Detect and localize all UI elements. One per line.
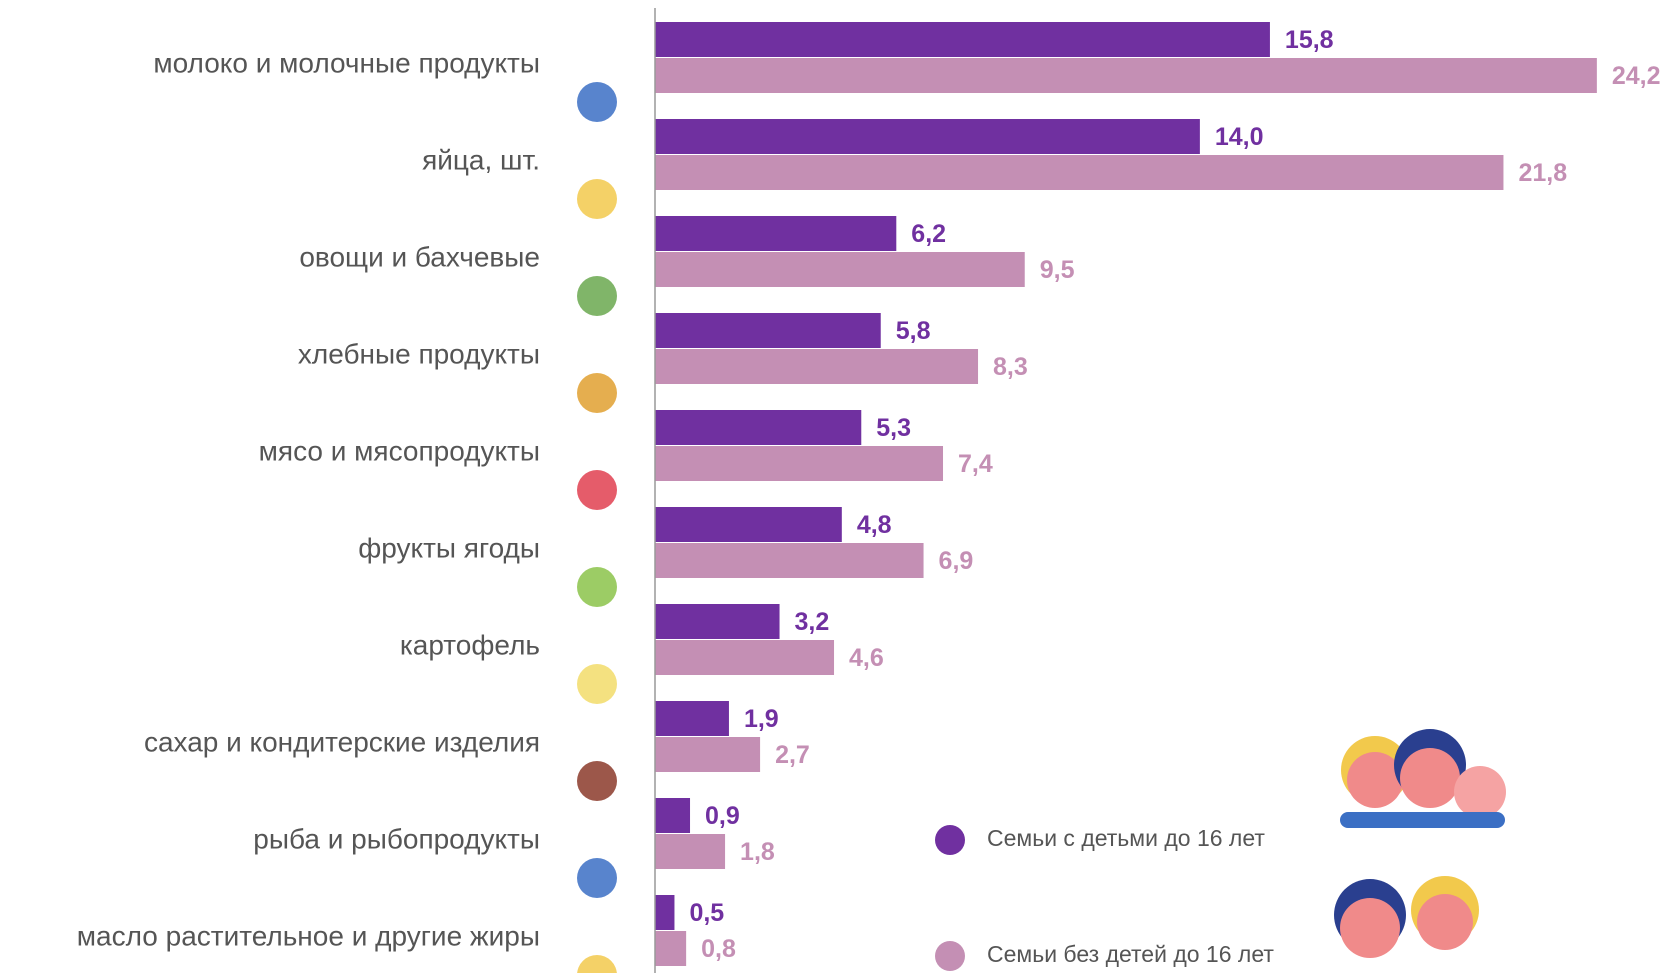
category-label: масло растительное и другие жиры bbox=[77, 920, 540, 951]
bar bbox=[655, 313, 881, 348]
category-icon bbox=[577, 276, 617, 316]
value-label: 0,9 bbox=[705, 802, 740, 830]
value-label: 8,3 bbox=[993, 353, 1028, 381]
bar bbox=[655, 119, 1200, 154]
value-label: 5,3 bbox=[876, 414, 911, 442]
bar bbox=[655, 58, 1597, 93]
category-icon bbox=[577, 373, 617, 413]
value-label: 9,5 bbox=[1040, 256, 1075, 284]
bar bbox=[655, 701, 729, 736]
category-label: мясо и мясопродукты bbox=[259, 435, 540, 466]
value-label: 21,8 bbox=[1518, 159, 1567, 187]
category-label: сахар и кондитерские изделия bbox=[144, 726, 540, 757]
category-label: молоко и молочные продукты bbox=[153, 47, 540, 78]
bar bbox=[655, 834, 726, 869]
bar bbox=[655, 22, 1270, 57]
value-label: 4,6 bbox=[849, 644, 884, 672]
value-label: 1,9 bbox=[744, 705, 779, 733]
category-label: хлебные продукты bbox=[298, 338, 540, 369]
bar bbox=[655, 349, 979, 384]
value-label: 24,2 bbox=[1612, 62, 1661, 90]
bar bbox=[655, 640, 835, 675]
bar bbox=[655, 252, 1025, 287]
value-label: 6,9 bbox=[939, 547, 974, 575]
category-icon bbox=[577, 858, 617, 898]
category-label: картофель bbox=[400, 629, 540, 660]
bar bbox=[655, 604, 780, 639]
category-icon bbox=[577, 567, 617, 607]
value-label: 0,5 bbox=[689, 899, 724, 927]
category-label: овощи и бахчевые bbox=[299, 241, 540, 272]
value-label: 6,2 bbox=[911, 220, 946, 248]
category-icon bbox=[577, 761, 617, 801]
bar bbox=[655, 155, 1504, 190]
value-label: 14,0 bbox=[1215, 123, 1264, 151]
bar bbox=[655, 895, 675, 930]
value-label: 5,8 bbox=[896, 317, 931, 345]
category-icon bbox=[577, 82, 617, 122]
category-label: фрукты ягоды bbox=[358, 532, 540, 563]
bar bbox=[655, 931, 687, 966]
value-label: 2,7 bbox=[775, 741, 810, 769]
bar bbox=[655, 216, 897, 251]
value-label: 7,4 bbox=[958, 450, 993, 478]
legend-label: Семьи с детьми до 16 лет bbox=[987, 825, 1265, 851]
bar bbox=[655, 446, 944, 481]
category-icon bbox=[577, 664, 617, 704]
value-label: 0,8 bbox=[701, 935, 736, 963]
legend-marker bbox=[935, 941, 965, 971]
value-label: 15,8 bbox=[1285, 26, 1334, 54]
category-label: рыба и рыбопродукты bbox=[253, 823, 540, 854]
bar bbox=[655, 543, 924, 578]
legend-label: Семьи без детей до 16 лет bbox=[987, 941, 1274, 967]
value-label: 3,2 bbox=[795, 608, 830, 636]
value-label: 1,8 bbox=[740, 838, 775, 866]
bar bbox=[655, 410, 862, 445]
category-icon bbox=[577, 955, 617, 973]
category-icon bbox=[577, 470, 617, 510]
bar bbox=[655, 798, 691, 833]
family-icons bbox=[1334, 729, 1506, 958]
value-label: 4,8 bbox=[857, 511, 892, 539]
category-label: яйца, шт. bbox=[422, 144, 540, 175]
bar bbox=[655, 737, 761, 772]
legend-marker bbox=[935, 825, 965, 855]
category-icon bbox=[577, 179, 617, 219]
bar bbox=[655, 507, 842, 542]
